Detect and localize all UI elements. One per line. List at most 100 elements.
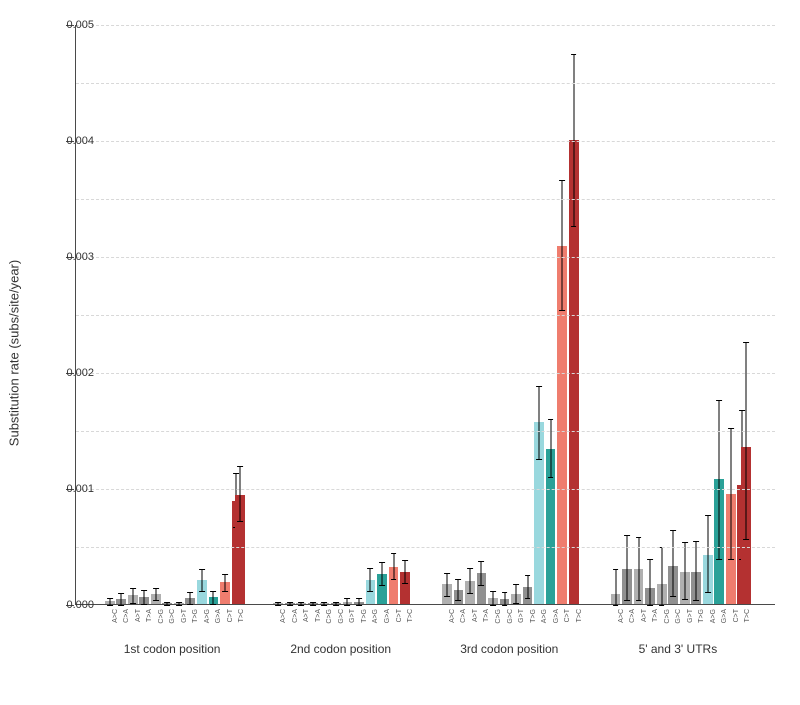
error-cap (321, 605, 327, 606)
error-cap (647, 605, 653, 606)
group-label: 5' and 3' UTRs (639, 642, 718, 656)
error-cap (548, 419, 554, 420)
category-label: A>T (472, 609, 479, 622)
group-label: 3rd codon position (460, 642, 558, 656)
y-tick-label: 0.002 (66, 367, 94, 379)
error-cap (571, 54, 577, 55)
category-label: A>C (280, 609, 287, 623)
error-cap (176, 605, 182, 606)
error-cap (728, 428, 734, 429)
error-cap (402, 560, 408, 561)
category-label: G>A (215, 609, 222, 623)
error-cap (525, 598, 531, 599)
category-label: C>T (733, 609, 740, 622)
y-tick-label: 0.005 (66, 19, 94, 31)
error-bar (719, 400, 720, 559)
error-cap (379, 562, 385, 563)
error-bar (469, 568, 470, 594)
error-cap (356, 598, 362, 599)
category-label: G>C (338, 609, 345, 624)
grid-line (76, 83, 775, 84)
error-cap (444, 573, 450, 574)
y-tick-label: 0.003 (66, 251, 94, 263)
error-cap (613, 605, 619, 606)
category-label: T>A (146, 609, 153, 622)
error-cap (716, 559, 722, 560)
error-cap (743, 342, 749, 343)
error-cap (693, 541, 699, 542)
error-cap (391, 553, 397, 554)
error-bar (224, 574, 225, 591)
error-cap (237, 521, 243, 522)
error-cap (647, 559, 653, 560)
error-cap (391, 579, 397, 580)
error-bar (696, 541, 697, 600)
grid-line (76, 199, 775, 200)
error-cap (222, 574, 228, 575)
error-cap (298, 605, 304, 606)
category-label: A>C (618, 609, 625, 623)
error-bar (121, 593, 122, 605)
category-label: G>A (384, 609, 391, 623)
error-bar (527, 575, 528, 598)
grid-line (76, 315, 775, 316)
error-bar (493, 591, 494, 605)
error-cap (310, 605, 316, 606)
error-bar (745, 342, 746, 539)
error-cap (130, 588, 136, 589)
category-label: G>T (687, 609, 694, 623)
group-label: 2nd codon position (290, 642, 391, 656)
category-label: C>T (564, 609, 571, 622)
error-cap (210, 604, 216, 605)
error-bar (155, 588, 156, 601)
error-cap (107, 598, 113, 599)
error-cap (368, 591, 374, 592)
error-cap (479, 561, 485, 562)
grid-line (76, 373, 775, 374)
error-bar (550, 419, 551, 477)
error-cap (559, 310, 565, 311)
category-label: C>A (460, 609, 467, 623)
category-label: G>T (518, 609, 525, 623)
error-cap (659, 605, 665, 606)
category-label: A>C (449, 609, 456, 623)
category-label: T>A (652, 609, 659, 622)
category-label: A>T (303, 609, 310, 622)
category-label: G>A (553, 609, 560, 623)
category-label: C>G (158, 609, 165, 624)
error-cap (743, 539, 749, 540)
error-bar (615, 569, 616, 605)
error-cap (548, 477, 554, 478)
category-label: T>C (576, 609, 583, 622)
category-label: C>A (123, 609, 130, 623)
error-cap (513, 603, 519, 604)
error-cap (345, 598, 351, 599)
error-bar (673, 530, 674, 596)
error-cap (164, 602, 170, 603)
error-cap (321, 602, 327, 603)
error-cap (287, 602, 293, 603)
error-cap (379, 585, 385, 586)
error-bar (458, 579, 459, 600)
error-bar (539, 386, 540, 459)
error-cap (624, 600, 630, 601)
category-label: C>T (396, 609, 403, 622)
error-cap (559, 180, 565, 181)
error-cap (670, 596, 676, 597)
grid-line (76, 547, 775, 548)
error-cap (502, 592, 508, 593)
category-label: G>C (169, 609, 176, 624)
error-cap (310, 602, 316, 603)
category-label: C>G (664, 609, 671, 624)
error-cap (237, 466, 243, 467)
y-tick-label: 0.004 (66, 135, 94, 147)
error-cap (613, 569, 619, 570)
error-cap (141, 590, 147, 591)
error-bar (627, 535, 628, 600)
error-cap (705, 592, 711, 593)
error-cap (199, 569, 205, 570)
error-bar (707, 515, 708, 593)
error-cap (141, 604, 147, 605)
error-bar (382, 562, 383, 585)
error-cap (118, 605, 124, 606)
